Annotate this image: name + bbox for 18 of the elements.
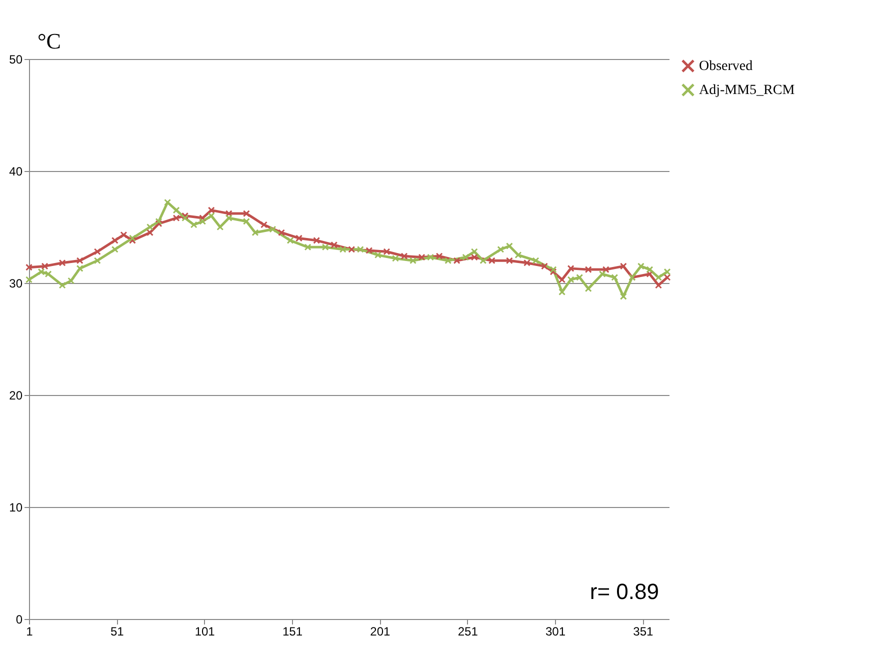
x-tick-label: 51 — [110, 624, 124, 638]
y-tick-label: 0 — [16, 612, 23, 626]
annotation: r= 0.89 — [590, 579, 659, 604]
y-tick-label: 10 — [9, 500, 23, 514]
x-tick-label: 201 — [370, 624, 391, 638]
legend-label: Observed — [699, 59, 753, 74]
y-axis-title: °C — [38, 28, 61, 54]
x-tick-label: 151 — [282, 624, 303, 638]
x-tick-label: 1 — [26, 624, 34, 638]
x-tick-label: 101 — [194, 624, 216, 638]
x-tick-label: 301 — [546, 624, 566, 638]
x-tick-label: 251 — [458, 624, 478, 638]
y-tick-label: 50 — [9, 52, 23, 66]
legend-label: Adj-MM5_RCM — [699, 83, 796, 98]
x-tick-label: 351 — [633, 624, 654, 638]
y-tick-label: 30 — [9, 276, 23, 290]
y-tick-label: 40 — [9, 164, 23, 178]
y-tick-label: 20 — [9, 388, 23, 402]
